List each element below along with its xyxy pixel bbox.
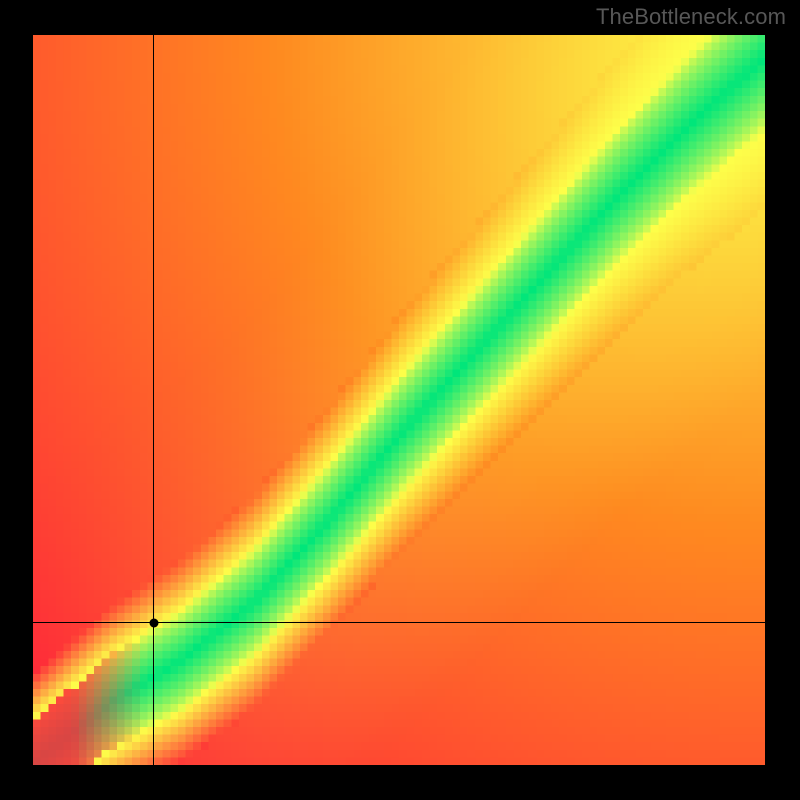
heatmap-canvas (33, 35, 765, 765)
chart-container: TheBottleneck.com (0, 0, 800, 800)
crosshair-horizontal (33, 622, 765, 623)
crosshair-vertical (153, 35, 154, 765)
plot-area (33, 35, 765, 765)
marker-dot (149, 618, 158, 627)
watermark-text: TheBottleneck.com (596, 4, 786, 30)
